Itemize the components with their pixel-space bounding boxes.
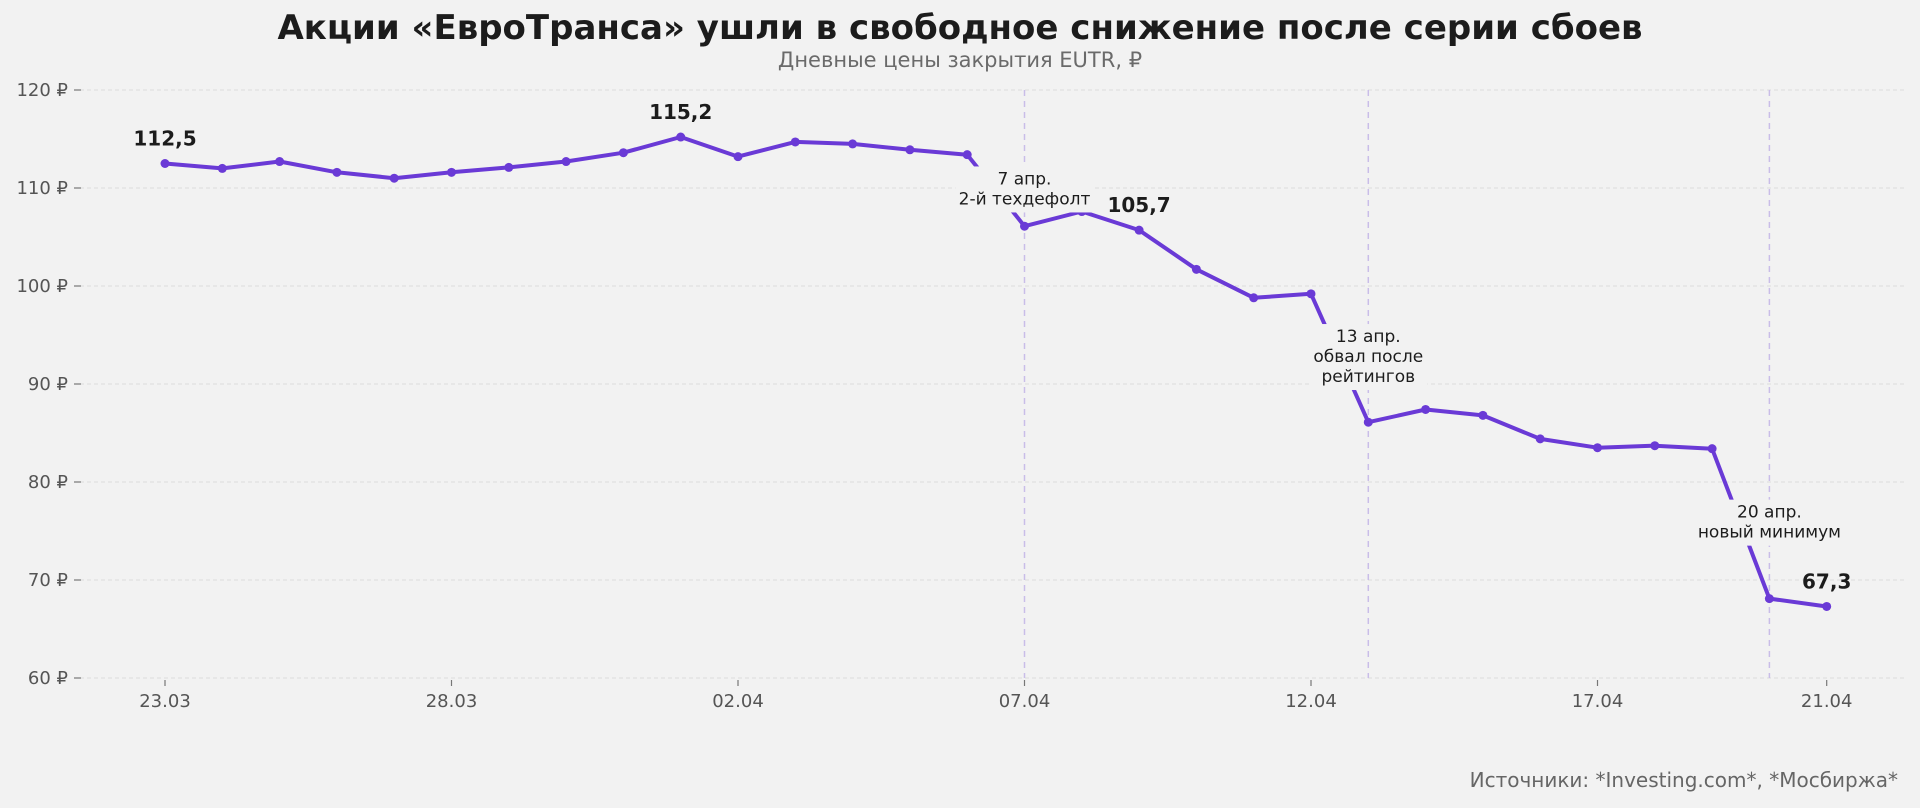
price-point xyxy=(1478,410,1488,420)
chart-title: Акции «ЕвроТранса» ушли в свободное сниж… xyxy=(277,8,1643,48)
price-point xyxy=(1363,417,1373,427)
chart-subtitle: Дневные цены закрытия EUTR, ₽ xyxy=(777,48,1143,72)
x-tick-label: 02.04 xyxy=(712,691,764,712)
annotation-text: 13 апр. xyxy=(1336,327,1401,347)
annotation-text: рейтингов xyxy=(1321,367,1415,387)
y-tick-label: 90 ₽ xyxy=(28,374,68,395)
y-tick-label: 120 ₽ xyxy=(16,80,68,101)
value-label: 115,2 xyxy=(649,100,712,124)
price-point xyxy=(160,159,170,168)
x-tick-label: 23.03 xyxy=(139,691,191,712)
annotation-background xyxy=(955,166,1094,213)
y-tick-label: 60 ₽ xyxy=(28,668,68,689)
price-point xyxy=(275,157,285,167)
price-point xyxy=(332,167,342,177)
price-point xyxy=(676,132,686,142)
price-point xyxy=(389,173,399,183)
annotation-background xyxy=(1309,324,1428,391)
source-note: Источники: *Investing.com*, *Мосбиржа* xyxy=(1469,768,1898,792)
price-point xyxy=(1191,264,1201,274)
y-tick-label: 100 ₽ xyxy=(16,276,68,297)
value-label: 105,7 xyxy=(1107,193,1170,217)
price-point xyxy=(962,150,972,160)
x-tick-label: 12.04 xyxy=(1285,691,1337,712)
price-point xyxy=(1822,601,1832,611)
price-point xyxy=(1650,441,1660,451)
price-point xyxy=(1306,289,1316,299)
x-tick-label: 21.04 xyxy=(1801,691,1853,712)
annotation-text: новый минимум xyxy=(1698,523,1841,543)
price-point xyxy=(447,167,456,177)
x-tick-label: 17.04 xyxy=(1572,691,1624,712)
y-tick-label: 110 ₽ xyxy=(16,178,68,199)
annotation-text: обвал после xyxy=(1313,347,1423,367)
y-tick-label: 70 ₽ xyxy=(28,570,68,591)
price-point xyxy=(618,148,628,158)
price-point xyxy=(1593,443,1602,453)
price-point xyxy=(1421,404,1431,414)
annotation-background xyxy=(1700,499,1839,546)
annotation-text: 2-й техдефолт xyxy=(959,189,1091,209)
price-point xyxy=(561,157,571,167)
x-tick-label: 28.03 xyxy=(426,691,478,712)
x-tick-label: 07.04 xyxy=(999,691,1051,712)
price-point xyxy=(790,137,800,147)
value-label: 67,3 xyxy=(1802,569,1851,593)
price-point xyxy=(1020,221,1029,231)
price-point xyxy=(1535,434,1545,444)
price-point xyxy=(848,139,858,149)
price-point xyxy=(905,145,915,155)
annotation-text: 7 апр. xyxy=(998,169,1052,189)
price-point xyxy=(733,152,743,162)
price-point xyxy=(1707,444,1717,454)
value-label: 112,5 xyxy=(133,127,196,151)
price-point xyxy=(1249,293,1259,303)
price-point xyxy=(1764,594,1774,604)
y-tick-label: 80 ₽ xyxy=(28,472,68,493)
price-point xyxy=(217,163,227,173)
price-point xyxy=(504,162,514,172)
price-point xyxy=(1134,225,1144,235)
annotation-text: 20 апр. xyxy=(1737,503,1802,523)
